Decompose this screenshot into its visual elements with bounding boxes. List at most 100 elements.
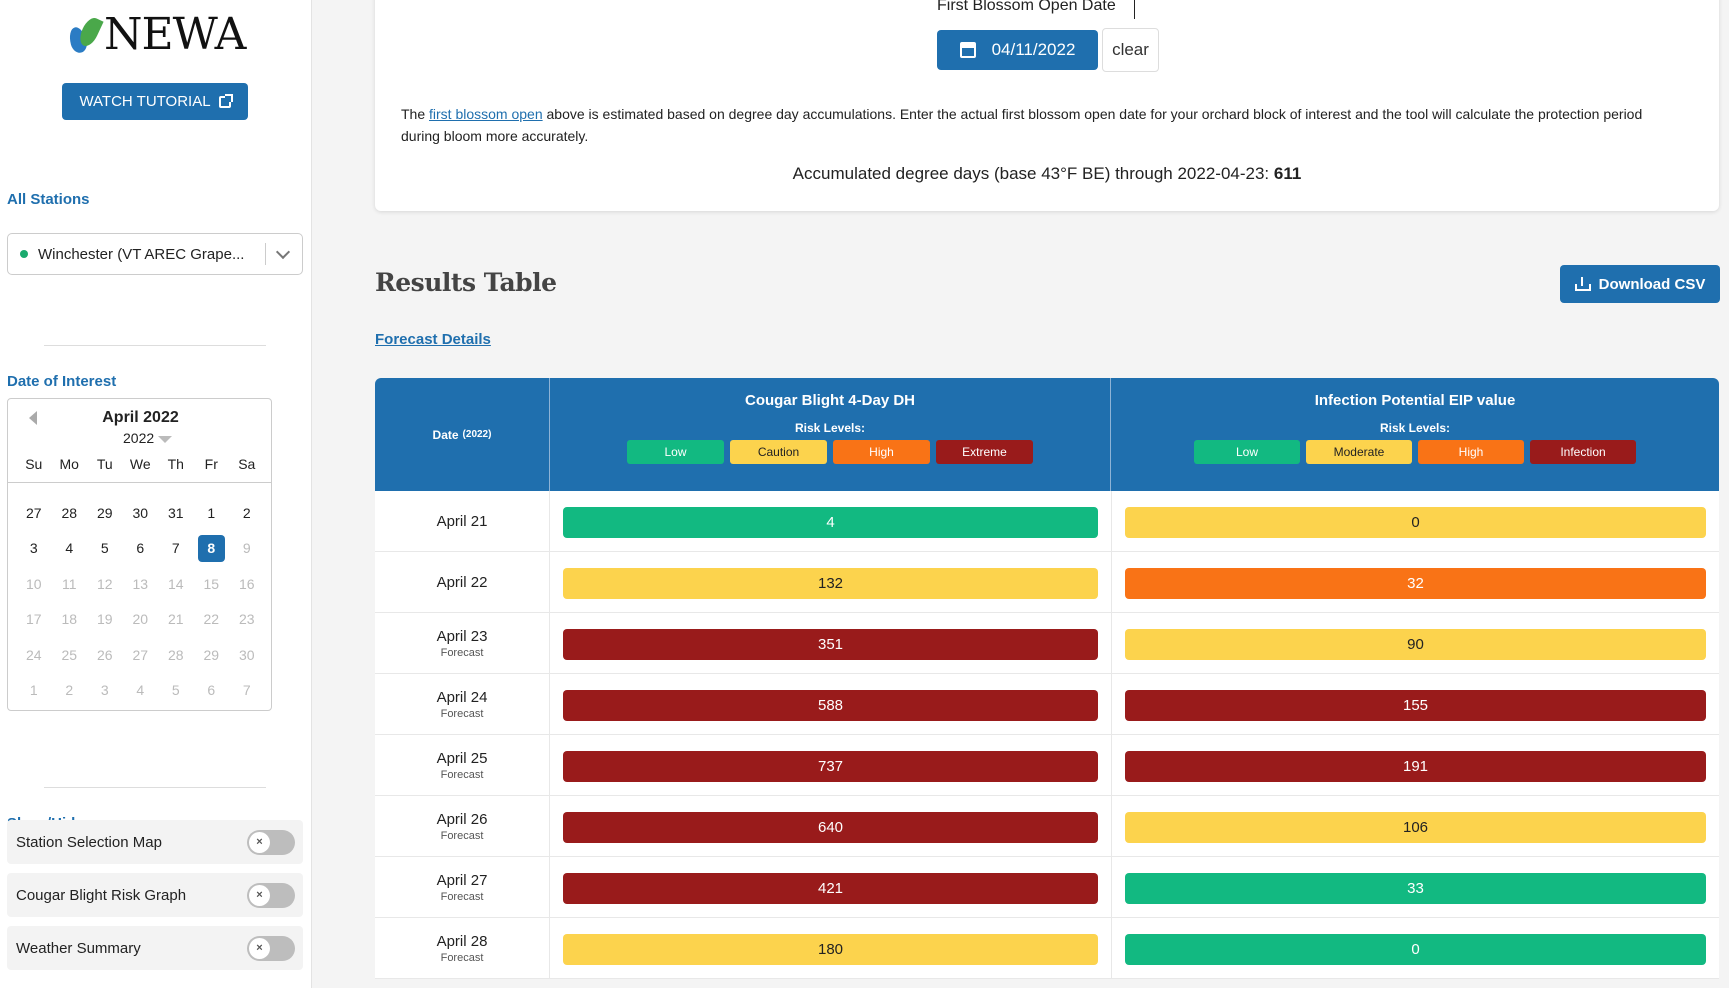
cougar-blight-value: 132 <box>563 568 1098 599</box>
date-cell: April 22 <box>375 552 550 613</box>
calendar-day[interactable]: 31 <box>167 504 184 521</box>
risk-level-chip: Low <box>1194 440 1300 464</box>
first-blossom-open-link[interactable]: first blossom open <box>429 106 543 122</box>
table-row: April 23 Forecast 351 90 <box>375 613 1719 674</box>
date-cell: April 23 Forecast <box>375 613 550 674</box>
station-status-dot <box>20 250 28 258</box>
toggle-label: Station Selection Map <box>16 833 162 851</box>
calendar-day[interactable]: 30 <box>132 504 149 521</box>
calendar-year-select[interactable]: 2022 <box>123 430 173 446</box>
external-link-icon <box>218 93 233 108</box>
calendar-day: 25 <box>61 646 78 663</box>
risk-level-chip: High <box>833 440 930 464</box>
cougar-blight-value: 737 <box>563 751 1098 782</box>
calendar-day: 24 <box>25 646 42 663</box>
calendar-day[interactable]: 1 <box>207 504 216 521</box>
row-date: April 27 <box>436 872 488 889</box>
forecast-details-link[interactable]: Forecast Details <box>375 331 491 348</box>
cougar-risk-legend: Low Caution High Extreme <box>550 440 1110 464</box>
calendar-day: 11 <box>61 575 77 592</box>
sidebar: NEWA WATCH TUTORIAL All Stations Winches… <box>0 0 312 988</box>
date-cell: April 27 Forecast <box>375 857 550 918</box>
chevron-down-icon[interactable] <box>275 244 291 259</box>
column-separator <box>1111 857 1112 918</box>
toggle-switch[interactable]: × <box>247 882 295 908</box>
calendar-day: 26 <box>96 646 113 663</box>
calendar-weekday-header: Su Mo Tu We Th Fr Sa <box>16 456 264 472</box>
station-select[interactable]: Winchester (VT AREC Grape... <box>7 233 303 275</box>
sidebar-divider <box>44 345 266 346</box>
eip-value: 155 <box>1125 690 1706 721</box>
cougar-blight-value: 4 <box>563 507 1098 538</box>
results-table-title: Results Table <box>375 268 557 297</box>
info-text-pre: The <box>401 106 430 122</box>
eip-value: 106 <box>1125 812 1706 843</box>
calendar-day: 17 <box>25 611 42 628</box>
sidebar-divider <box>44 787 266 788</box>
table-row: April 27 Forecast 421 33 <box>375 857 1719 918</box>
forecast-tag: Forecast <box>440 708 484 720</box>
calendar-day: 3 <box>100 682 109 699</box>
logo-drops-icon <box>66 13 104 57</box>
watch-tutorial-button[interactable]: WATCH TUTORIAL <box>62 83 248 120</box>
calendar-day: 23 <box>238 611 255 628</box>
clear-button[interactable]: clear <box>1102 28 1159 72</box>
weekday-label: We <box>129 456 151 472</box>
calendar-day-selected[interactable]: 8 <box>197 534 225 562</box>
results-table-header: Date (2022) Cougar Blight 4-Day DH Risk … <box>375 378 1719 491</box>
calendar-day[interactable]: 3 <box>29 540 38 557</box>
toggle-row[interactable]: Weather Summary × <box>7 926 303 970</box>
calendar-day[interactable]: 7 <box>171 540 180 557</box>
calendar-day: 9 <box>242 540 251 557</box>
cougar-blight-value: 180 <box>563 934 1098 965</box>
toggle-row[interactable]: Cougar Blight Risk Graph × <box>7 873 303 917</box>
infection-potential-title: Infection Potential EIP value <box>1314 392 1516 409</box>
info-paragraph: The first blossom open above is estimate… <box>401 103 1671 147</box>
cougar-blight-title: Cougar Blight 4-Day DH <box>744 392 915 409</box>
calendar-day[interactable]: 27 <box>25 504 42 521</box>
date-header-label: Date <box>432 427 459 442</box>
table-row: April 26 Forecast 640 106 <box>375 796 1719 857</box>
date-cell: April 21 <box>375 491 550 552</box>
calendar-day: 4 <box>136 682 145 699</box>
column-separator <box>1111 491 1112 552</box>
first-blossom-date-button[interactable]: 04/11/2022 <box>937 30 1098 70</box>
calendar-day[interactable]: 28 <box>61 504 78 521</box>
calendar-day[interactable]: 5 <box>100 540 109 557</box>
column-separator <box>1111 613 1112 674</box>
date-header-year: (2022) <box>462 429 492 440</box>
row-date: April 24 <box>436 689 488 706</box>
table-row: April 28 Forecast 180 0 <box>375 918 1719 979</box>
toggle-row[interactable]: Station Selection Map × <box>7 820 303 864</box>
previous-month-arrow-icon[interactable] <box>29 411 37 425</box>
close-icon: × <box>249 937 270 959</box>
text-cursor <box>1134 0 1135 19</box>
calendar-day: 13 <box>132 575 149 592</box>
weekday-label: Tu <box>96 456 113 472</box>
calendar-day[interactable]: 4 <box>65 540 74 557</box>
newa-logo[interactable]: NEWA <box>66 10 248 60</box>
calendar-day[interactable]: 2 <box>242 504 251 521</box>
eip-value: 90 <box>1125 629 1706 660</box>
cougar-blight-value: 351 <box>563 629 1098 660</box>
calendar-day[interactable]: 29 <box>96 504 113 521</box>
toggle-switch[interactable]: × <box>247 829 295 855</box>
calendar-day[interactable]: 6 <box>136 540 145 557</box>
calendar-day: 27 <box>132 646 149 663</box>
eip-value: 191 <box>1125 751 1706 782</box>
calendar-day: 29 <box>203 646 220 663</box>
calendar-days-grid: 27 28 29 30 31 1 2 3 4 5 6 7 8 9 10 11 12 13 14 15 16 17 18 19 2… <box>16 495 264 708</box>
accum-label: Accumulated degree days (base 43°F BE) t… <box>792 164 1274 183</box>
risk-level-chip: Infection <box>1530 440 1636 464</box>
column-separator <box>1111 735 1112 796</box>
toggle-switch[interactable]: × <box>247 935 295 961</box>
table-row: April 22 132 32 <box>375 552 1719 613</box>
download-icon <box>1574 277 1591 291</box>
forecast-tag: Forecast <box>440 769 484 781</box>
risk-level-chip: Extreme <box>936 440 1033 464</box>
risk-level-chip: Caution <box>730 440 827 464</box>
download-csv-button[interactable]: Download CSV <box>1560 265 1720 303</box>
close-icon: × <box>249 884 270 906</box>
eip-value: 32 <box>1125 568 1706 599</box>
row-date: April 26 <box>436 811 488 828</box>
